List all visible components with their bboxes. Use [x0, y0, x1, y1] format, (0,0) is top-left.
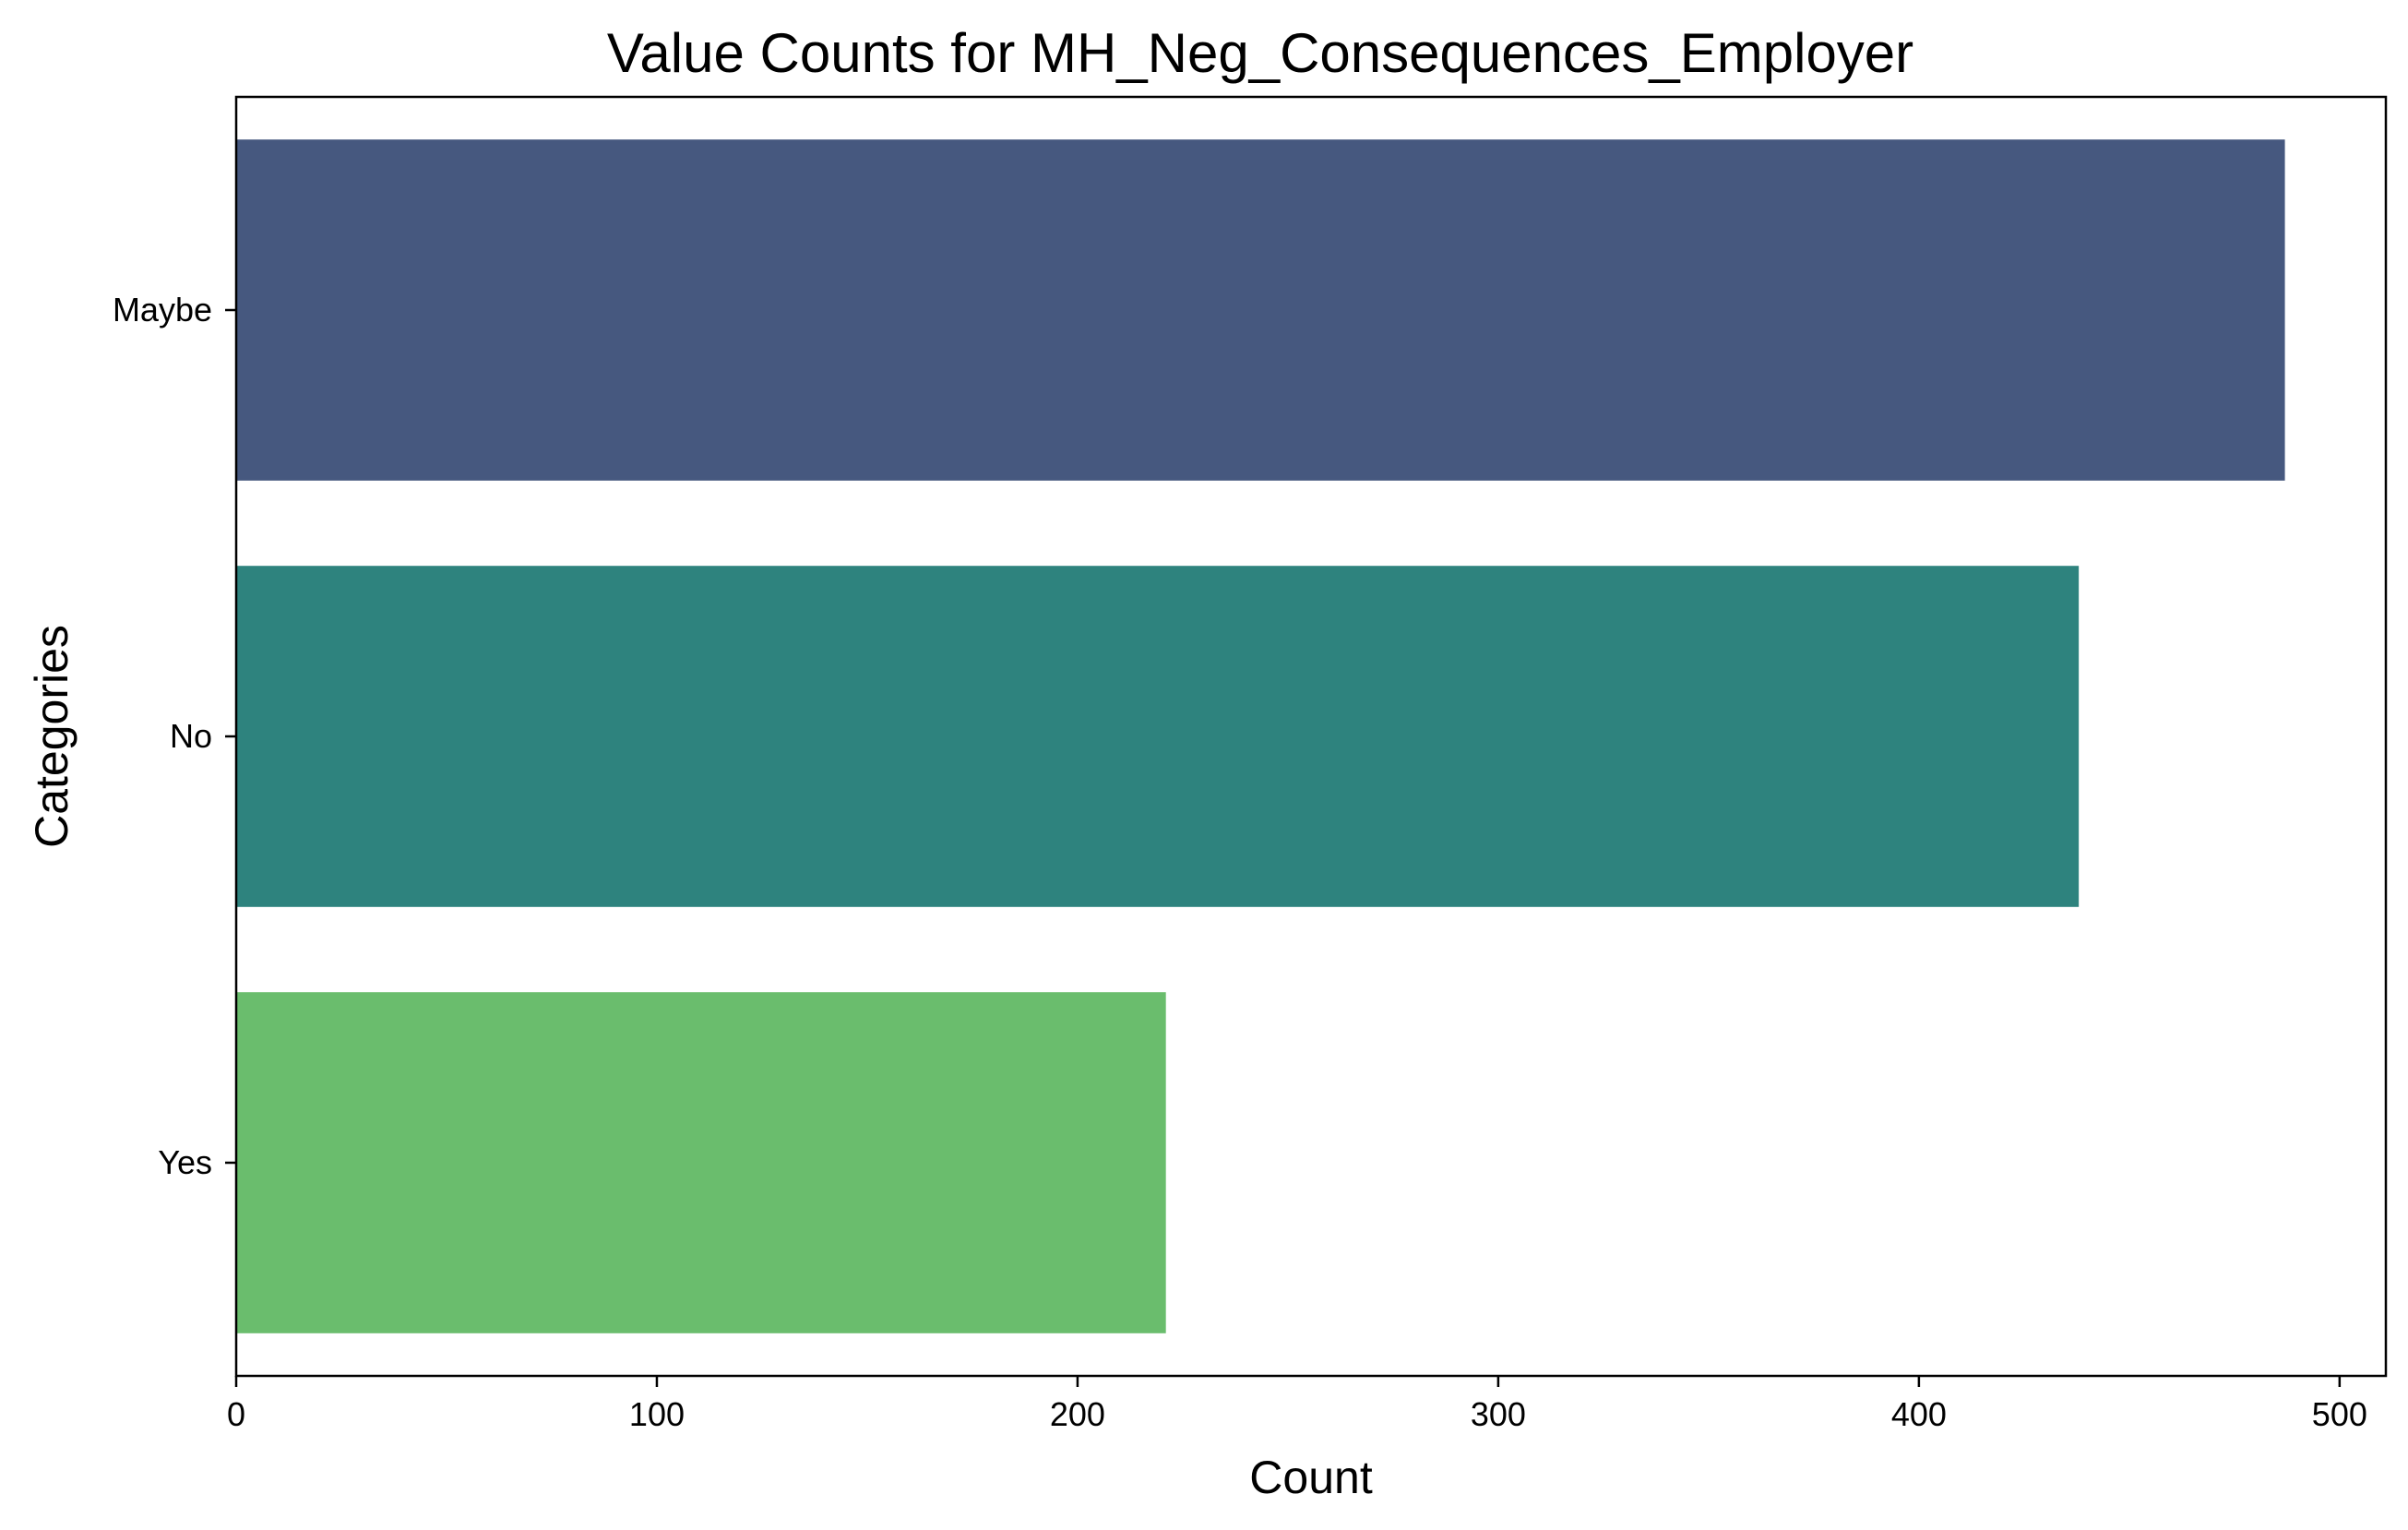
- y-axis-ticks: Maybe No Yes: [113, 291, 236, 1181]
- y-tick-label: Yes: [158, 1143, 212, 1181]
- y-tick-label: Maybe: [113, 291, 212, 329]
- bar-maybe: [236, 139, 2285, 481]
- x-tick-label: 100: [629, 1395, 685, 1433]
- y-axis-label: Categories: [26, 625, 77, 848]
- x-tick-label: 400: [1891, 1395, 1947, 1433]
- plot-area-frame: [234, 95, 2388, 1378]
- chart-title: Value Counts for MH_Neg_Consequences_Emp…: [607, 22, 1913, 84]
- y-tick-label: No: [170, 717, 212, 755]
- x-axis-label: Count: [1249, 1452, 1373, 1503]
- x-tick-label: 300: [1471, 1395, 1526, 1433]
- x-axis-ticks: 0 100 200 300 400 500: [227, 1376, 2367, 1433]
- x-tick-label: 0: [227, 1395, 245, 1433]
- x-tick-label: 200: [1050, 1395, 1105, 1433]
- bars-group: [236, 139, 2285, 1333]
- bar-yes: [236, 992, 1166, 1333]
- x-tick-label: 500: [2312, 1395, 2367, 1433]
- bar-no: [236, 566, 2080, 907]
